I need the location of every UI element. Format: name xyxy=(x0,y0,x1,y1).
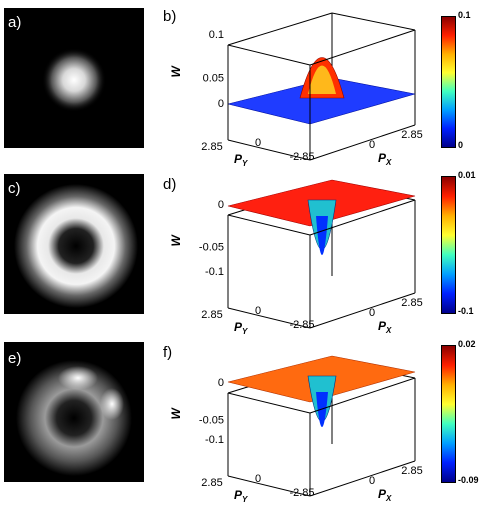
surface-dip-bottom xyxy=(316,216,328,255)
colorbar-b-max: 0.1 xyxy=(458,10,471,20)
z-tick-label: 0.1 xyxy=(209,29,224,41)
py-tick-label: 2.85 xyxy=(201,309,222,321)
box-edge xyxy=(227,307,311,329)
px-axis-sub: X xyxy=(385,494,392,503)
py-tick-label: -2.85 xyxy=(289,151,314,163)
box-edge xyxy=(309,292,416,329)
z-tick-label: -0.1 xyxy=(205,434,224,446)
colorbar-f-min: -0.09 xyxy=(458,475,479,485)
colorbar-d-min: -0.1 xyxy=(458,306,474,316)
colorbar-d-max: 0.01 xyxy=(458,170,476,180)
panel-label-c: c) xyxy=(8,180,21,197)
box-edge xyxy=(309,29,416,66)
px-axis-sub: X xyxy=(385,158,392,167)
px-tick-label: 0 xyxy=(369,139,375,151)
py-axis-label: PY xyxy=(234,488,248,504)
box-edge xyxy=(227,475,311,497)
box-edge xyxy=(309,460,416,497)
py-tick-label: -2.85 xyxy=(289,487,314,499)
py-tick-label: 2.85 xyxy=(201,477,222,489)
py-tick-label: -2.85 xyxy=(289,319,314,331)
px-axis-sub: X xyxy=(385,326,392,335)
panel-label-a: a) xyxy=(8,14,22,31)
z-axis-label: W xyxy=(169,234,183,247)
panel-label-e: e) xyxy=(8,350,22,367)
z-tick-label: 0.05 xyxy=(203,73,224,85)
py-axis-sub: Y xyxy=(242,495,248,504)
px-tick-label: 2.85 xyxy=(401,297,422,309)
py-tick-label: 0 xyxy=(255,473,261,485)
intensity-image-a xyxy=(4,8,144,148)
box-edge xyxy=(331,12,416,31)
px-axis-label: PX xyxy=(378,319,392,335)
z-tick-label: 0 xyxy=(218,377,224,389)
surface-peak-highlight xyxy=(308,65,336,94)
z-axis-label: W xyxy=(169,65,183,78)
box-edge xyxy=(227,44,311,66)
colorbar-f xyxy=(441,345,456,483)
box-edge xyxy=(309,124,416,161)
px-tick-label: 2.85 xyxy=(401,129,422,141)
colorbar-d xyxy=(441,176,456,314)
panel-label-d: d) xyxy=(163,176,177,193)
py-axis-sub: Y xyxy=(242,159,248,168)
z-tick-label: -0.05 xyxy=(199,415,224,427)
intensity-image-e xyxy=(4,342,144,482)
box-edge xyxy=(227,12,333,46)
colorbar-f-max: 0.02 xyxy=(458,339,476,349)
surface-sheet xyxy=(227,77,416,125)
py-axis-label: PY xyxy=(234,152,248,168)
z-tick-label: 0 xyxy=(218,199,224,211)
px-tick-label: 2.85 xyxy=(401,465,422,477)
py-tick-label: 0 xyxy=(255,305,261,317)
surface-plot-b: 0.1 0.05 0 W 2.85 0 -2.85 0 2.85 PY PX xyxy=(150,0,435,175)
box-edge xyxy=(309,377,416,414)
z-tick-label: -0.05 xyxy=(199,242,224,254)
box-edge xyxy=(227,139,311,161)
panel-label-b: b) xyxy=(163,8,177,25)
py-tick-label: 2.85 xyxy=(201,141,222,153)
px-tick-label: 0 xyxy=(369,307,375,319)
box-edge xyxy=(309,199,416,236)
panel-label-f: f) xyxy=(163,344,173,361)
px-axis-label: PX xyxy=(378,151,392,167)
z-tick-label: -0.1 xyxy=(205,266,224,278)
colorbar-b-min: 0 xyxy=(458,140,464,150)
py-axis-label: PY xyxy=(234,320,248,336)
px-axis-label: PX xyxy=(378,487,392,503)
colorbar-b xyxy=(441,16,456,148)
intensity-image-c xyxy=(4,174,144,314)
py-axis-sub: Y xyxy=(242,327,248,336)
box-edge xyxy=(227,392,311,414)
px-tick-label: 0 xyxy=(369,475,375,487)
py-tick-label: 0 xyxy=(255,137,261,149)
box-edge xyxy=(227,214,311,236)
surface-plot-f: 0 -0.05 -0.1 W 2.85 0 -2.85 0 2.85 PY PX xyxy=(150,336,435,511)
z-axis-label: W xyxy=(169,407,183,420)
z-tick-label: 0 xyxy=(218,98,224,110)
surface-plot-d: 0 -0.05 -0.1 W 2.85 0 -2.85 0 2.85 PY PX xyxy=(150,168,435,343)
